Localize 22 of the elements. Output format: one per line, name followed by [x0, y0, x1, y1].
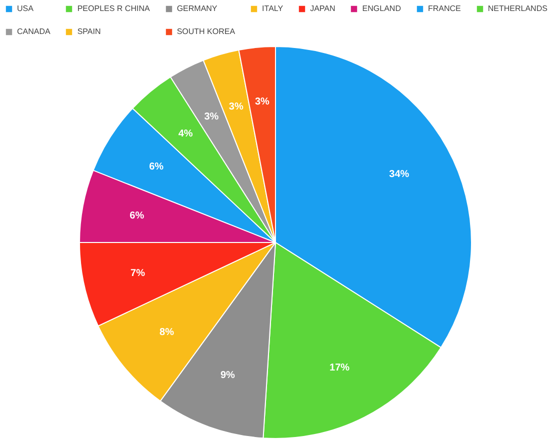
- data-label: 3%: [254, 96, 270, 108]
- data-label: 17%: [330, 362, 350, 374]
- legend-label: JAPAN: [310, 4, 336, 13]
- data-label: 3%: [204, 111, 219, 122]
- legend-label: SOUTH KOREA: [176, 27, 236, 36]
- legend-label: PEOPLES R CHINA: [77, 4, 150, 13]
- data-label: 6%: [130, 210, 144, 222]
- data-label: 6%: [149, 161, 164, 172]
- legend-label: CANADA: [17, 27, 50, 36]
- legend-label: SPAIN: [77, 27, 101, 36]
- data-label: 4%: [178, 128, 193, 140]
- data-label: 8%: [160, 326, 174, 338]
- legend-label: FRANCE: [428, 4, 461, 13]
- legend-label: GERMANY: [176, 4, 218, 13]
- legend-label: ITALY: [262, 4, 284, 13]
- data-label: 34%: [389, 169, 410, 180]
- legend-label: NETHERLANDS: [488, 4, 548, 13]
- legend-label: USA: [17, 4, 34, 13]
- data-label: 3%: [228, 101, 244, 112]
- data-label: 7%: [130, 268, 146, 279]
- data-label: 9%: [220, 370, 236, 381]
- legend-label: ENGLAND: [362, 4, 401, 13]
